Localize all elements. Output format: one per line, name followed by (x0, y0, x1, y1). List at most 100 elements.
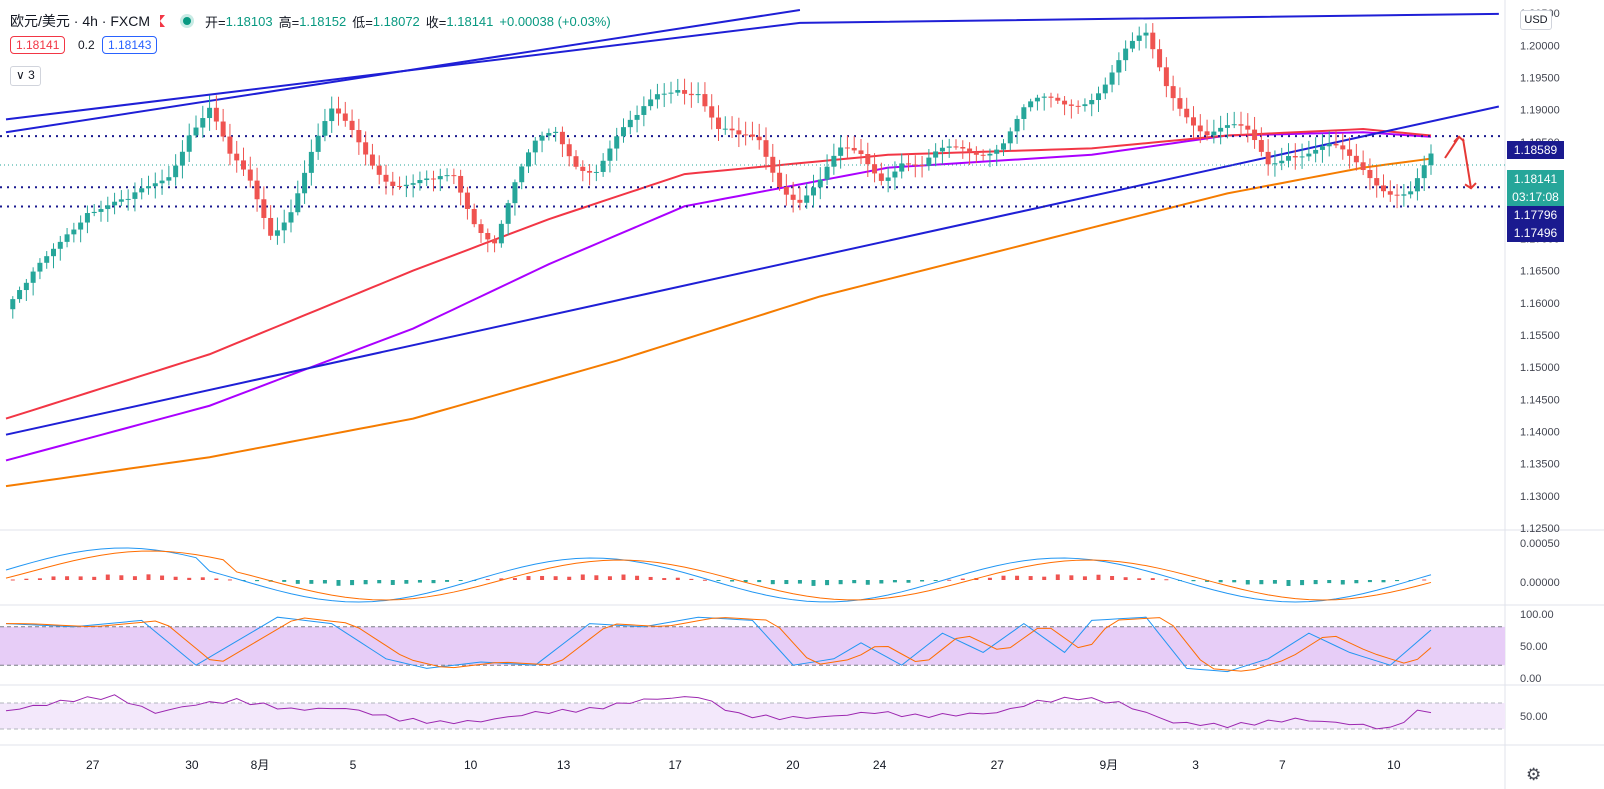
candle-body (987, 153, 993, 156)
indicator-bands (0, 626, 1505, 729)
macd-histogram-bar (105, 574, 110, 580)
candle-body (1218, 127, 1224, 132)
macd-histogram-bar (933, 580, 938, 581)
candle-body (743, 134, 749, 136)
candle-body (397, 185, 403, 187)
candle-body (1279, 160, 1285, 164)
candle-body (1041, 96, 1047, 98)
candle-body (1313, 149, 1319, 154)
candle-body (811, 187, 816, 196)
candle-body (532, 140, 538, 153)
level-mid-label: 1.17796 (1507, 206, 1564, 224)
macd-histogram-bar (1218, 580, 1223, 583)
candle-body (51, 248, 56, 257)
rsi-band (0, 703, 1505, 729)
candle-body (641, 106, 647, 115)
macd-histogram-bar (1327, 580, 1332, 584)
candle-body (1021, 107, 1027, 119)
macd-histogram-bar (702, 579, 707, 581)
candle-body (634, 114, 640, 120)
buy-button[interactable]: 1.18143 (102, 36, 158, 54)
candle-body (37, 262, 43, 272)
candle-body (308, 151, 314, 173)
macd-histogram-bar (1191, 580, 1196, 582)
candle-body (722, 128, 728, 130)
candle-body (1387, 191, 1393, 195)
time-tick-label: 20 (786, 758, 800, 772)
candle-body (417, 180, 423, 184)
time-tick-label: 8月 (251, 758, 270, 772)
macd-histogram-bar (621, 574, 626, 580)
candle-body (329, 108, 335, 122)
candle-body (980, 154, 986, 156)
sell-button[interactable]: 1.18141 (10, 36, 66, 54)
trendline (5, 105, 1500, 436)
candle-body (607, 148, 613, 161)
macd-histogram-bar (485, 579, 490, 581)
candle-body (1421, 165, 1427, 179)
candle-body (1055, 97, 1061, 101)
candle-body (1265, 151, 1271, 165)
candle-body (1096, 93, 1101, 101)
price-tick-label: 1.12500 (1520, 523, 1560, 535)
indicators-toggle-button[interactable]: ∨ 3 (10, 66, 41, 86)
candle-body (858, 150, 864, 155)
candle-body (817, 179, 823, 188)
currency-button[interactable]: USD (1520, 10, 1552, 30)
macd-histogram-bar (594, 575, 599, 580)
macd-histogram-bar (553, 576, 558, 580)
macd-histogram-bar (390, 580, 395, 585)
time-tick-label: 24 (873, 758, 887, 772)
macd-histogram-bar (255, 580, 260, 582)
macd-histogram-bar (1232, 580, 1237, 583)
macd-histogram-bar (78, 576, 83, 580)
candle-body (831, 155, 837, 167)
candle-body (695, 94, 701, 96)
candle-body (1333, 143, 1339, 146)
candle-body (912, 164, 918, 166)
ma-orange-line (5, 157, 1432, 488)
candle-body (30, 271, 36, 283)
stochastic-tick-label: 50.00 (1520, 641, 1548, 653)
macd-histogram-bar (770, 580, 775, 585)
macd-histogram-bar (920, 580, 925, 582)
candle-body (777, 172, 783, 187)
candle-body (254, 180, 260, 200)
macd-histogram-bar (173, 576, 178, 580)
macd-histogram-bar (404, 580, 409, 584)
flag-icon[interactable] (160, 15, 166, 27)
candle-body (838, 147, 844, 156)
candle-body (451, 175, 457, 177)
macd-histogram-bar (1069, 575, 1074, 580)
candle-body (1123, 48, 1129, 61)
macd-histogram-bar (662, 578, 667, 580)
macd-histogram-bar (187, 577, 192, 580)
candle-body (78, 222, 84, 230)
price-tick-label: 1.15500 (1520, 330, 1560, 342)
candle-body (431, 178, 436, 180)
rsi-tick-label: 50.00 (1520, 711, 1548, 723)
candle-body (797, 199, 803, 203)
macd-histogram-bar (1082, 576, 1087, 580)
candle-body (57, 241, 63, 249)
candle-body (1367, 170, 1373, 179)
macd-histogram-bar (852, 580, 857, 584)
macd-histogram-bar (1367, 580, 1372, 583)
macd-histogram-bar (1354, 580, 1359, 584)
candle-body (105, 205, 111, 210)
candle-body (783, 186, 789, 195)
candle-body (342, 113, 348, 121)
macd-histogram-bar (675, 577, 680, 580)
candle-body (444, 175, 450, 177)
symbol-title[interactable]: 欧元/美元 · 4h · FXCM (10, 13, 151, 29)
candle-body (1014, 118, 1020, 132)
candle-body (1353, 155, 1359, 163)
candle-body (939, 147, 945, 152)
candle-body (960, 146, 966, 149)
macd-histogram-bar (322, 580, 327, 584)
price-tick-label: 1.13500 (1520, 459, 1560, 471)
candle-body (519, 166, 525, 183)
settings-gear-icon[interactable]: ⚙ (1526, 765, 1542, 784)
candle-body (139, 188, 145, 193)
